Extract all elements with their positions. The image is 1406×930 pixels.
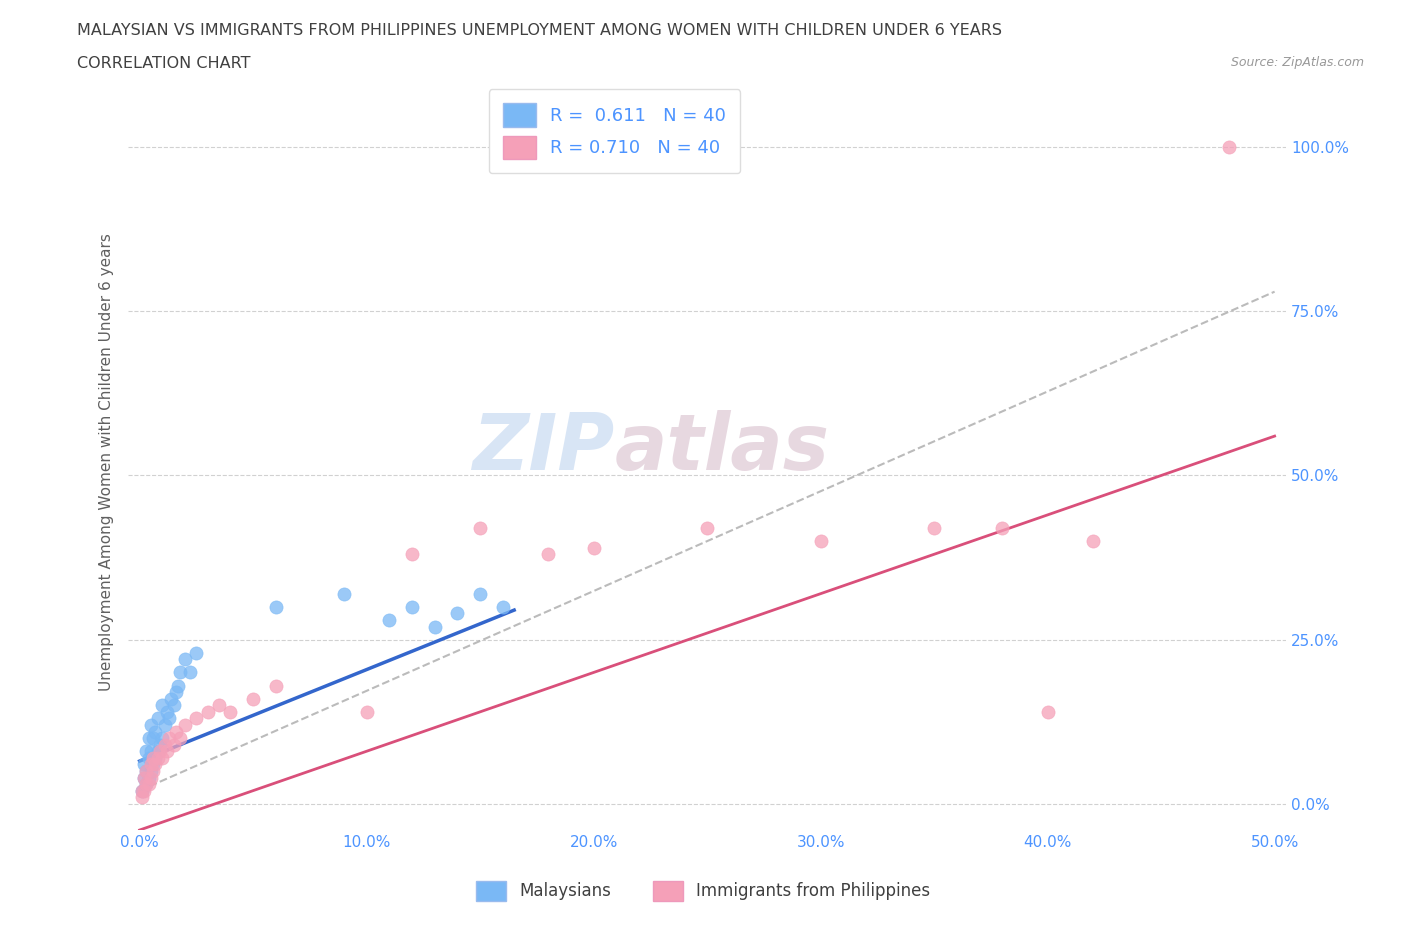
Point bbox=[810, 534, 832, 549]
Point bbox=[149, 737, 172, 752]
Point bbox=[134, 783, 156, 798]
Point bbox=[492, 599, 515, 614]
Point bbox=[160, 691, 183, 706]
Point bbox=[134, 770, 156, 785]
Point bbox=[1081, 534, 1104, 549]
Point bbox=[139, 744, 162, 759]
Point bbox=[153, 737, 176, 752]
Point bbox=[138, 777, 160, 791]
Point bbox=[150, 751, 173, 765]
Point bbox=[150, 731, 173, 746]
Point bbox=[134, 757, 156, 772]
Point bbox=[142, 751, 165, 765]
Text: CORRELATION CHART: CORRELATION CHART bbox=[77, 56, 250, 71]
Point bbox=[537, 547, 560, 562]
Point bbox=[169, 665, 191, 680]
Point bbox=[356, 704, 378, 719]
Point bbox=[446, 606, 468, 621]
Point bbox=[134, 770, 156, 785]
Point bbox=[138, 751, 160, 765]
Point bbox=[165, 724, 187, 739]
Point bbox=[135, 744, 157, 759]
Point bbox=[167, 678, 190, 693]
Point bbox=[378, 613, 401, 628]
Point bbox=[1218, 140, 1240, 154]
Text: ZIP: ZIP bbox=[472, 409, 614, 485]
Point bbox=[922, 521, 945, 536]
Point bbox=[146, 744, 169, 759]
Point bbox=[139, 770, 162, 785]
Point bbox=[179, 665, 201, 680]
Point bbox=[145, 757, 167, 772]
Point bbox=[135, 764, 157, 778]
Point bbox=[146, 751, 169, 765]
Point bbox=[149, 744, 172, 759]
Text: Source: ZipAtlas.com: Source: ZipAtlas.com bbox=[1230, 56, 1364, 69]
Point bbox=[142, 764, 165, 778]
Point bbox=[333, 586, 356, 601]
Point bbox=[208, 698, 231, 712]
Point bbox=[401, 599, 423, 614]
Point bbox=[157, 731, 180, 746]
Y-axis label: Unemployment Among Women with Children Under 6 years: Unemployment Among Women with Children U… bbox=[100, 233, 114, 691]
Point bbox=[169, 731, 191, 746]
Point bbox=[186, 711, 208, 725]
Point bbox=[135, 764, 157, 778]
Point bbox=[197, 704, 219, 719]
Point bbox=[157, 711, 180, 725]
Point bbox=[165, 684, 187, 699]
Point bbox=[423, 619, 446, 634]
Point bbox=[991, 521, 1014, 536]
Point bbox=[156, 704, 179, 719]
Point bbox=[135, 777, 157, 791]
Point bbox=[163, 698, 186, 712]
Point bbox=[163, 737, 186, 752]
Point bbox=[186, 645, 208, 660]
Point bbox=[153, 718, 176, 733]
Text: atlas: atlas bbox=[614, 409, 830, 485]
Point bbox=[174, 652, 197, 667]
Legend: R =  0.611   N = 40, R = 0.710   N = 40: R = 0.611 N = 40, R = 0.710 N = 40 bbox=[489, 89, 741, 173]
Point bbox=[131, 783, 153, 798]
Text: MALAYSIAN VS IMMIGRANTS FROM PHILIPPINES UNEMPLOYMENT AMONG WOMEN WITH CHILDREN : MALAYSIAN VS IMMIGRANTS FROM PHILIPPINES… bbox=[77, 23, 1002, 38]
Point bbox=[142, 731, 165, 746]
Point bbox=[696, 521, 718, 536]
Point bbox=[468, 586, 491, 601]
Point bbox=[582, 540, 605, 555]
Point bbox=[135, 777, 157, 791]
Point bbox=[139, 757, 162, 772]
Point bbox=[139, 764, 162, 778]
Legend: Malaysians, Immigrants from Philippines: Malaysians, Immigrants from Philippines bbox=[470, 874, 936, 908]
Point bbox=[138, 731, 160, 746]
Point bbox=[264, 678, 287, 693]
Point bbox=[131, 790, 153, 804]
Point bbox=[219, 704, 242, 719]
Point bbox=[401, 547, 423, 562]
Point bbox=[156, 744, 179, 759]
Point bbox=[142, 757, 165, 772]
Point bbox=[1036, 704, 1059, 719]
Point bbox=[150, 698, 173, 712]
Point bbox=[174, 718, 197, 733]
Point bbox=[138, 770, 160, 785]
Point bbox=[145, 751, 167, 765]
Point bbox=[468, 521, 491, 536]
Point bbox=[131, 783, 153, 798]
Point bbox=[145, 724, 167, 739]
Point bbox=[264, 599, 287, 614]
Point bbox=[242, 691, 264, 706]
Point bbox=[146, 711, 169, 725]
Point bbox=[139, 718, 162, 733]
